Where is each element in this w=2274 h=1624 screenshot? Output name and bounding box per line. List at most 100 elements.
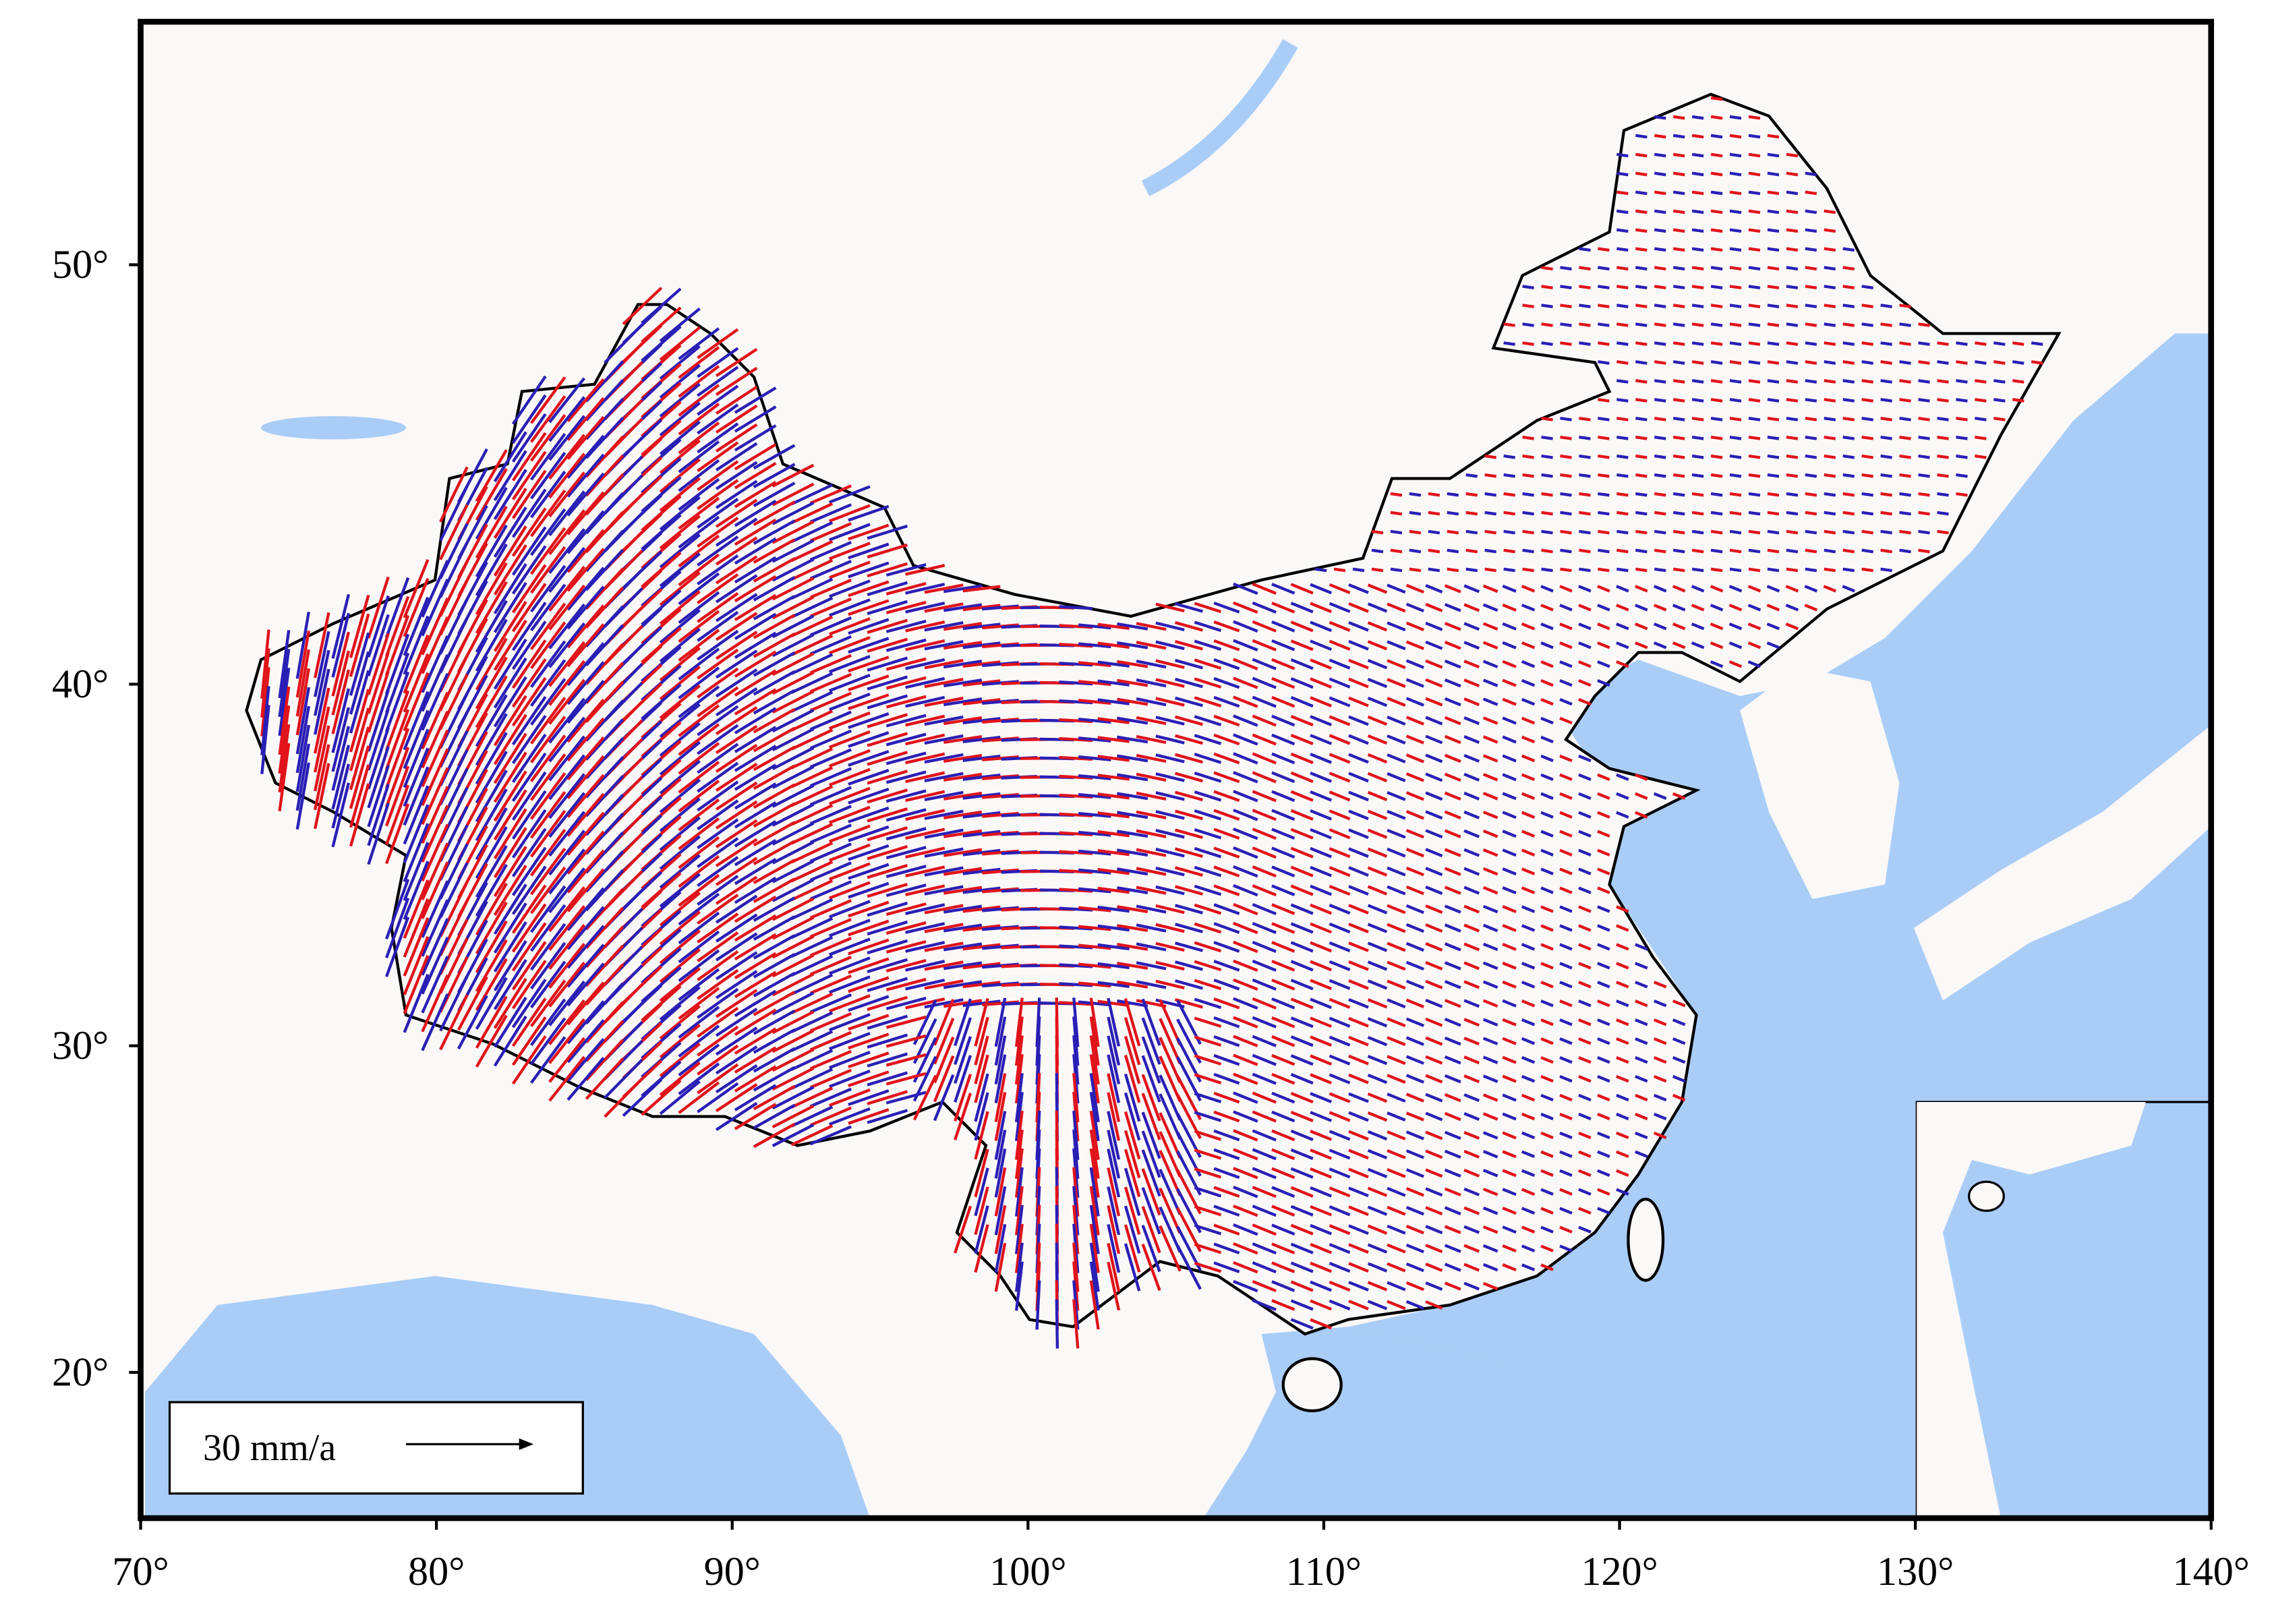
velocity-vector [848, 504, 890, 522]
velocity-vector [1252, 1223, 1277, 1236]
velocity-vector [829, 1107, 871, 1126]
velocity-vector [1348, 1035, 1369, 1047]
velocity-vector [1329, 1111, 1351, 1122]
velocity-vector [1956, 417, 1968, 422]
velocity-vector [260, 648, 270, 718]
velocity-vector [790, 860, 834, 883]
velocity-vector [1117, 792, 1148, 801]
velocity-vector [943, 867, 983, 876]
velocity-vector [1540, 943, 1554, 951]
velocity-vector [1425, 1263, 1443, 1273]
velocity-vector [697, 347, 739, 378]
velocity-vector [1635, 285, 1648, 290]
velocity-vector [1729, 567, 1742, 573]
velocity-vector [1521, 924, 1536, 932]
velocity-vector [367, 614, 390, 676]
velocity-vector [1097, 811, 1130, 819]
velocity-vector [962, 754, 1001, 762]
velocity-vector [1387, 1262, 1406, 1273]
velocity-vector [1861, 548, 1874, 554]
velocity-vector [1444, 1225, 1461, 1234]
velocity-vector [1233, 1072, 1258, 1085]
velocity-vector [1463, 1130, 1480, 1140]
velocity-vector [1522, 322, 1534, 327]
velocity-vector [1482, 773, 1498, 782]
velocity-vector [1078, 811, 1111, 818]
velocity-vector [1635, 622, 1648, 631]
velocity-vector [403, 804, 430, 864]
velocity-vector [697, 498, 739, 529]
velocity-vector [1136, 867, 1167, 876]
velocity-vector [1672, 322, 1685, 327]
velocity-vector [1824, 529, 1836, 535]
velocity-vector [1747, 604, 1761, 612]
velocity-vector [1213, 714, 1240, 727]
velocity-vector [1329, 1280, 1351, 1292]
velocity-vector [1560, 266, 1572, 271]
velocity-vector [585, 718, 624, 761]
velocity-vector [678, 572, 720, 606]
velocity-vector [511, 1016, 547, 1066]
velocity-vector [1367, 809, 1388, 820]
velocity-vector [1233, 846, 1258, 859]
velocity-vector [885, 921, 927, 935]
velocity-vector [715, 668, 758, 698]
velocity-vector [659, 515, 701, 550]
velocity-vector [1367, 1262, 1388, 1273]
velocity-vector [1521, 604, 1536, 612]
velocity-vector [1578, 641, 1592, 649]
velocity-vector [790, 558, 834, 581]
velocity-vector [530, 640, 566, 688]
velocity-vector [1502, 886, 1517, 895]
velocity-vector [1691, 641, 1705, 649]
velocity-vector [1541, 492, 1553, 497]
velocity-vector [715, 517, 758, 547]
velocity-vector [1597, 773, 1610, 782]
map-frame [138, 18, 2215, 1521]
velocity-vector [314, 649, 330, 716]
velocity-vector [771, 652, 815, 676]
velocity-vector [1136, 923, 1167, 933]
velocity-vector [1015, 1148, 1024, 1198]
velocity-vector [1672, 1037, 1686, 1045]
velocity-vector [349, 689, 370, 753]
velocity-vector [1463, 678, 1480, 688]
velocity-vector [1136, 942, 1167, 952]
velocity-vector [1616, 417, 1629, 422]
velocity-vector [790, 540, 834, 562]
velocity-vector [678, 421, 720, 455]
velocity-vector [1252, 658, 1277, 670]
velocity-vector [905, 979, 945, 991]
velocity-vector [1710, 641, 1724, 649]
velocity-vector [278, 724, 291, 793]
velocity-vector [1072, 997, 1080, 1047]
velocity-vector [1089, 1092, 1100, 1141]
velocity-vector [530, 753, 566, 801]
velocity-vector [1559, 773, 1573, 782]
velocity-vector [1672, 585, 1686, 593]
velocity-vector [1502, 1018, 1517, 1026]
velocity-vector [1213, 884, 1240, 896]
velocity-vector [1194, 1111, 1222, 1122]
velocity-vector [1748, 190, 1761, 196]
velocity-vector [924, 923, 964, 933]
velocity-vector [962, 867, 1001, 875]
velocity-vector [1425, 1206, 1443, 1216]
velocity-vector [924, 715, 964, 726]
velocity-vector [905, 752, 945, 765]
velocity-vector [1635, 398, 1648, 403]
velocity-vector [1540, 962, 1554, 970]
velocity-vector [1691, 341, 1704, 346]
velocity-vector [530, 583, 566, 632]
velocity-vector [809, 1049, 852, 1070]
velocity-vector [1522, 285, 1534, 290]
velocity-vector [1405, 1017, 1424, 1027]
velocity-vector [548, 792, 586, 838]
velocity-vector [566, 830, 605, 875]
velocity-vector [1710, 322, 1723, 327]
velocity-vector [1271, 752, 1295, 765]
velocity-vector [331, 631, 351, 697]
velocity-vector [1728, 622, 1743, 631]
velocity-vector [1252, 790, 1277, 803]
velocity-vector [1937, 417, 1949, 422]
